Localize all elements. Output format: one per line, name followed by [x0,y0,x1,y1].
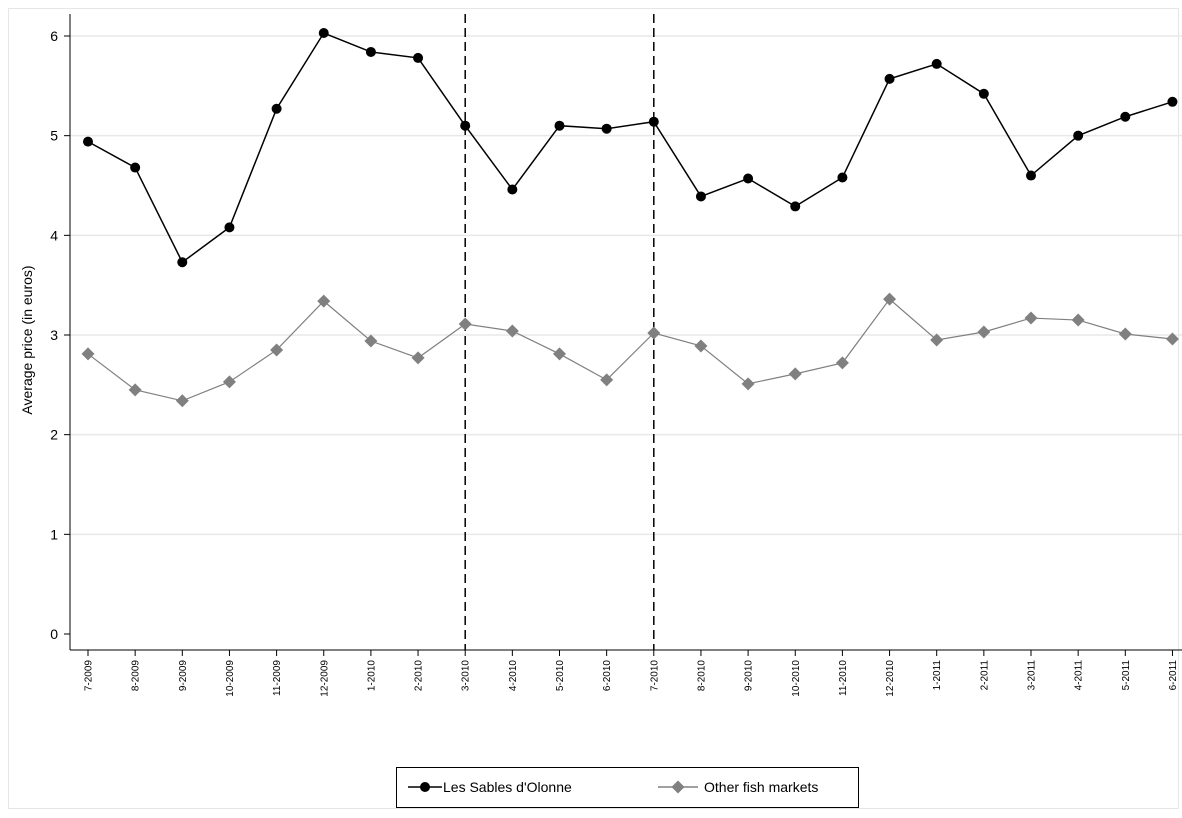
x-tick-label: 8-2010 [696,660,707,692]
data-point [835,356,849,370]
data-point [884,73,895,84]
x-tick-label: 12-2010 [885,660,896,697]
y-tick-label: 0 [50,626,58,642]
data-point [554,120,565,131]
data-point [1167,96,1178,107]
data-point [1026,170,1036,181]
x-tick-label: 11-2010 [838,660,849,696]
x-tick-label: 5-2011 [1121,660,1132,691]
gridlines [70,35,1182,536]
data-point [365,46,376,57]
data-point [553,347,566,361]
data-point [224,222,235,233]
x-tick-label: 10-2010 [791,660,802,697]
data-point [741,377,755,391]
x-tick-label: 10-2009 [225,660,236,697]
legend-label: Les Sables d'Olonne [443,779,572,795]
data-point [647,326,661,340]
legend-marker [671,780,685,794]
data-point [411,351,425,365]
x-tick-label: 1-2010 [366,660,377,692]
x-tick-label: 4-2011 [1074,660,1085,691]
data-point [130,162,141,173]
series-line [87,298,1173,402]
x-tick-label: 8-2009 [131,660,142,692]
data-point [177,257,188,268]
legend-item: Les Sables d'Olonne [408,779,572,795]
data-point [270,343,284,357]
x-tick-labels: 7-2009 8-2009 9-2009 10-2009 11-2009 12-2009 1… [84,660,1179,697]
data-point [600,373,614,387]
data-point [883,292,897,306]
data-point [931,58,942,69]
series-group [81,28,1179,408]
x-tick-label: 4-2010 [508,660,519,692]
x-tick-label: 2-2011 [979,660,990,691]
data-point [788,367,802,381]
data-point [81,347,95,361]
data-point [128,383,142,397]
legend-label: Other fish markets [704,779,818,795]
series-line [87,32,1173,264]
x-tick-label: 3-2010 [461,660,472,692]
axes [64,14,1182,656]
x-tick-label: 1-2011 [932,660,943,691]
x-tick-label: 12-2009 [319,660,330,697]
x-tick-label: 6-2010 [602,660,613,692]
data-point [1118,327,1132,341]
data-point [1120,111,1131,122]
data-point [648,116,659,127]
x-tick-label: 6-2011 [1168,660,1179,691]
x-tick-label: 7-2009 [84,660,95,692]
data-point [978,88,989,99]
figure-border [8,8,1179,809]
data-point [743,173,754,184]
y-tick-label: 3 [50,327,58,343]
data-point [790,201,801,212]
y-tick-labels: 0 1 2 3 4 5 6 [50,28,58,642]
data-point [271,103,282,114]
y-tick-label: 4 [50,227,58,243]
y-tick-label: 2 [50,427,58,443]
data-point [507,184,518,195]
data-point [977,325,991,339]
data-point [364,334,378,348]
y-axis-title: Average price (in euros) [19,265,35,414]
x-tick-label: 3-2011 [1027,660,1038,691]
legend-item: Other fish markets [658,779,818,795]
data-point [694,339,708,353]
data-point [222,375,236,389]
data-point [1165,332,1179,346]
series-les-sables [83,28,1178,268]
data-point [413,52,424,63]
x-tick-label: 11-2009 [272,660,283,696]
data-point [695,191,706,202]
data-point [175,394,189,408]
x-tick-label: 2-2010 [414,660,425,692]
data-point [318,28,329,39]
data-point [1073,130,1084,141]
data-point [601,123,612,134]
data-point [930,333,944,347]
y-tick-label: 1 [50,526,58,542]
series-other-markets [81,292,1179,408]
data-point [83,136,93,147]
data-point [505,324,519,338]
data-point [317,294,331,308]
x-tick-label: 9-2010 [744,660,755,692]
y-tick-label: 5 [50,128,58,144]
x-tick-label: 5-2010 [555,660,566,692]
data-point [1071,313,1085,327]
y-tick-label: 6 [50,28,58,44]
x-tick-label: 9-2009 [178,660,189,692]
data-point [460,120,471,131]
x-tick-label: 7-2010 [649,660,660,692]
legend: Les Sables d'Olonne Other fish markets [396,767,859,808]
data-point [458,317,472,331]
data-point [1024,311,1038,325]
legend-marker [420,782,430,792]
data-point [837,172,848,183]
legend-box [396,767,859,808]
